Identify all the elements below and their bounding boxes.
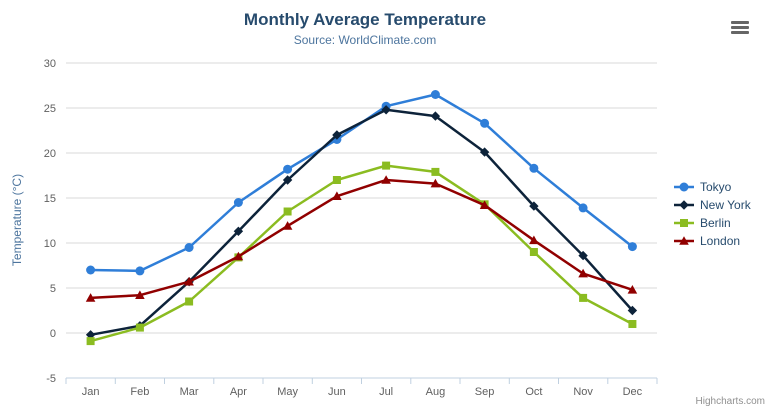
data-point <box>529 248 538 256</box>
data-point <box>578 203 588 213</box>
y-axis-label: 20 <box>44 148 56 160</box>
data-point <box>430 90 440 99</box>
data-point <box>529 163 539 173</box>
data-point <box>430 178 441 188</box>
data-point <box>86 265 96 275</box>
series-line-new-york <box>89 108 634 337</box>
y-axis-label: 5 <box>50 283 56 295</box>
hamburger-icon <box>731 31 749 34</box>
y-axis-label: 10 <box>44 238 56 250</box>
data-point <box>185 297 194 306</box>
x-axis-label: Oct <box>525 386 542 398</box>
x-axis-label: Apr <box>230 386 247 398</box>
highcharts-credits-link[interactable]: Highcharts.com <box>695 396 765 407</box>
chart-title: Monthly Average Temperature <box>243 10 487 29</box>
legend-item-tokyo[interactable]: Tokyo <box>674 180 751 194</box>
london-legend-marker-icon <box>674 236 694 245</box>
data-point <box>479 147 490 157</box>
data-point <box>233 226 244 236</box>
x-axis-label: Jun <box>328 386 346 398</box>
data-point <box>431 167 440 176</box>
data-point <box>529 235 539 245</box>
data-point <box>233 198 243 207</box>
x-axis-label: Feb <box>130 386 149 398</box>
data-point <box>283 207 292 216</box>
y-axis-label: -5 <box>46 373 56 385</box>
data-point <box>627 242 637 252</box>
y-axis-label: 30 <box>44 58 56 70</box>
legend-label: New York <box>700 198 751 212</box>
chart-subtitle: Source: WorldClimate.com <box>293 33 437 47</box>
data-point <box>282 221 293 230</box>
data-point <box>679 236 689 245</box>
data-point <box>85 293 96 302</box>
x-axis-label: Jan <box>82 386 100 398</box>
x-axis-label: Sep <box>475 386 495 398</box>
data-point <box>529 201 539 211</box>
x-axis-label: Dec <box>623 386 643 398</box>
data-point <box>332 176 341 184</box>
data-point <box>578 268 588 278</box>
data-point <box>86 337 95 346</box>
data-point <box>578 250 588 261</box>
data-point <box>627 305 638 316</box>
hamburger-icon <box>731 26 749 29</box>
data-point <box>628 320 637 328</box>
data-point <box>579 293 588 302</box>
legend-label: Berlin <box>700 216 731 230</box>
data-point <box>381 105 391 115</box>
x-axis-label: May <box>277 386 298 398</box>
x-axis-label: Mar <box>180 386 199 398</box>
data-point <box>430 111 441 121</box>
data-point <box>135 290 145 299</box>
berlin-legend-marker-icon <box>674 219 694 227</box>
legend: Tokyo New York Berlin London <box>674 180 751 248</box>
legend-item-berlin[interactable]: Berlin <box>674 216 751 230</box>
data-point <box>332 191 342 200</box>
series-line-london <box>89 178 634 300</box>
data-point <box>283 164 293 174</box>
x-axis-label: Nov <box>573 386 593 398</box>
data-point <box>282 175 293 185</box>
tokyo-legend-marker-icon <box>674 182 694 192</box>
new-york-legend-marker-icon <box>674 200 694 210</box>
data-point <box>382 161 391 170</box>
series-line-tokyo <box>89 93 634 273</box>
data-point <box>679 182 689 192</box>
hamburger-icon <box>731 21 749 24</box>
data-point <box>381 175 391 184</box>
data-point <box>184 243 194 252</box>
legend-label: London <box>700 234 741 248</box>
data-point <box>479 200 490 209</box>
y-axis-title: Temperature (°C) <box>10 174 24 266</box>
data-point <box>627 285 638 294</box>
x-axis-label: Jul <box>379 386 393 398</box>
data-point <box>135 266 145 276</box>
data-point <box>680 219 688 227</box>
data-point <box>135 323 144 332</box>
y-axis-label: 15 <box>44 193 56 205</box>
data-point <box>332 130 342 140</box>
y-axis-label: 25 <box>44 103 56 115</box>
data-point <box>233 251 244 261</box>
data-point <box>679 200 689 210</box>
legend-item-new-york[interactable]: New York <box>674 198 751 212</box>
data-point <box>480 118 490 128</box>
context-menu-button[interactable] <box>731 21 749 34</box>
data-point <box>184 276 194 286</box>
legend-label: Tokyo <box>700 180 732 194</box>
y-axis-label: 0 <box>50 328 56 340</box>
series-line-berlin <box>89 164 634 343</box>
legend-item-london[interactable]: London <box>674 234 751 248</box>
x-axis-label: Aug <box>426 386 446 398</box>
